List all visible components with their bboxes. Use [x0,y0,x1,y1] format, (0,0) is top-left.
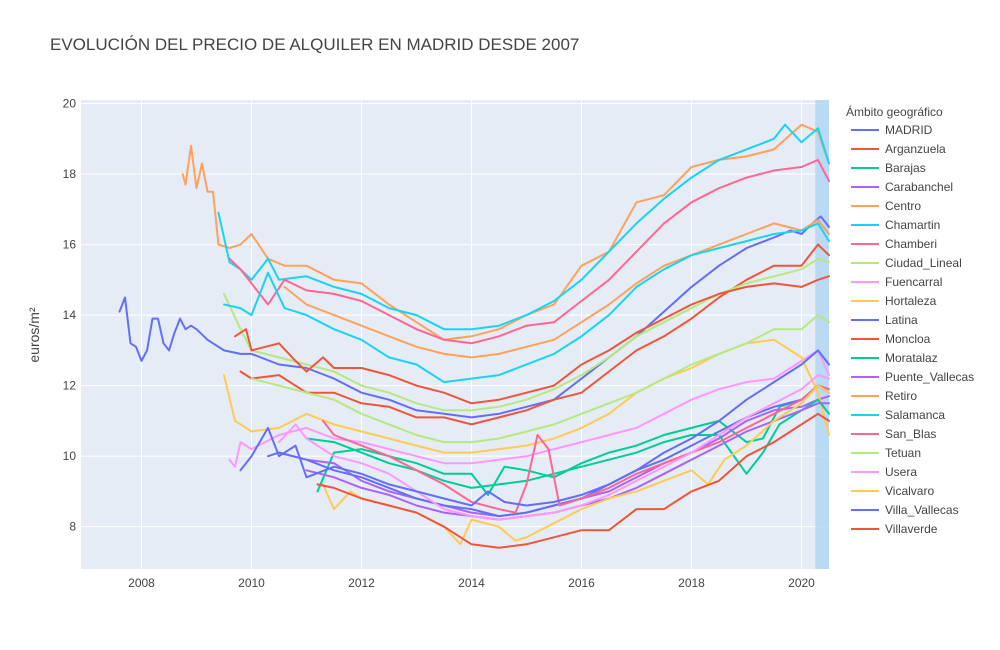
highlight-band [815,100,829,569]
series-layer [118,123,830,549]
legend-item[interactable]: Chamberi [851,237,937,251]
legend-label: Fuencarral [885,275,942,289]
legend-item[interactable]: Retiro [851,389,917,403]
y-tick-label: 14 [63,308,77,322]
legend-item[interactable]: Villa_Vallecas [851,503,959,517]
x-tick-label: 2020 [788,576,815,590]
legend-label: Usera [885,465,917,479]
legend[interactable]: MADRID Arganzuela Barajas Carabanchel Centro… [851,123,974,536]
y-axis-title: euros/m² [26,307,42,363]
legend-label: MADRID [885,123,933,137]
series-line-chamartin[interactable] [217,123,830,331]
legend-item[interactable]: Ciudad_Lineal [851,256,962,270]
legend-item[interactable]: Arganzuela [851,142,946,156]
legend-item[interactable]: Fuencarral [851,275,942,289]
legend-label: Villaverde [885,522,938,536]
legend-label: Carabanchel [885,180,953,194]
legend-item[interactable]: Latina [851,313,918,327]
legend-item[interactable]: Carabanchel [851,180,953,194]
series-line-tetuan[interactable] [250,314,830,444]
series-line-usera[interactable] [278,374,830,521]
series-line-villa-vallecas[interactable] [239,349,830,507]
tick-labels: 2008 2010 2012 2014 2016 2018 2020 8 10 12 14 16 18 2… [63,97,816,590]
legend-item[interactable]: Moratalaz [851,351,938,365]
x-tick-label: 2014 [458,576,485,590]
series-line-centro[interactable] [181,123,830,341]
highlight-band-layer [815,100,829,569]
legend-label: Ciudad_Lineal [885,256,962,270]
legend-label: Moratalaz [885,351,938,365]
series-line-latina[interactable] [267,384,830,518]
legend-label: Puente_Vallecas [885,370,974,384]
series-line-chamberi[interactable] [228,158,830,345]
x-tick-label: 2018 [678,576,705,590]
legend-label: Retiro [885,389,917,403]
series-line-moncloa[interactable] [234,275,830,405]
legend-item[interactable]: Salamanca [851,408,945,422]
legend-label: Salamanca [885,408,945,422]
series-line-villaverde[interactable] [316,412,830,549]
y-tick-label: 10 [63,449,77,463]
series-line-arganzuela[interactable] [239,243,830,426]
x-tick-label: 2016 [568,576,595,590]
series-line-ciudad-lineal[interactable] [223,257,830,412]
legend-title: Ámbito geográfico [846,104,943,119]
legend-label: Latina [885,313,918,327]
series-line-fuencarral[interactable] [228,349,830,468]
legend-label: Tetuan [885,446,921,460]
chart-title: EVOLUCIÓN DEL PRECIO DE ALQUILER EN MADR… [50,35,579,54]
legend-label: Barajas [885,161,926,175]
y-tick-label: 20 [63,97,77,111]
legend-item[interactable]: Barajas [851,161,926,175]
x-tick-label: 2012 [348,576,375,590]
legend-label: Vicalvaro [885,484,934,498]
series-line-moratalaz[interactable] [305,398,830,489]
legend-label: Arganzuela [885,142,946,156]
series-line-retiro[interactable] [283,218,830,359]
legend-label: Chamartin [885,218,940,232]
legend-label: Hortaleza [885,294,937,308]
legend-item[interactable]: Villaverde [851,522,938,536]
y-tick-label: 12 [63,379,77,393]
legend-label: Villa_Vallecas [885,503,959,517]
legend-label: Centro [885,199,921,213]
legend-item[interactable]: MADRID [851,123,933,137]
y-tick-label: 16 [63,238,77,252]
x-tick-label: 2010 [238,576,265,590]
legend-label: San_Blas [885,427,936,441]
y-tick-label: 8 [69,520,76,534]
x-tick-label: 2008 [128,576,155,590]
legend-item[interactable]: Centro [851,199,921,213]
legend-item[interactable]: Vicalvaro [851,484,934,498]
series-line-barajas[interactable] [316,384,830,496]
legend-item[interactable]: Chamartin [851,218,940,232]
legend-item[interactable]: San_Blas [851,427,936,441]
legend-item[interactable]: Hortaleza [851,294,937,308]
series-line-salamanca[interactable] [223,222,830,384]
legend-label: Chamberi [885,237,937,251]
legend-item[interactable]: Tetuan [851,446,921,460]
legend-item[interactable]: Usera [851,465,917,479]
legend-item[interactable]: Puente_Vallecas [851,370,974,384]
series-line-madrid[interactable] [118,215,830,419]
series-line-san-blas[interactable] [322,384,830,514]
legend-item[interactable]: Moncloa [851,332,931,346]
y-tick-label: 18 [63,167,77,181]
legend-label: Moncloa [885,332,931,346]
grid-lines [81,100,829,569]
